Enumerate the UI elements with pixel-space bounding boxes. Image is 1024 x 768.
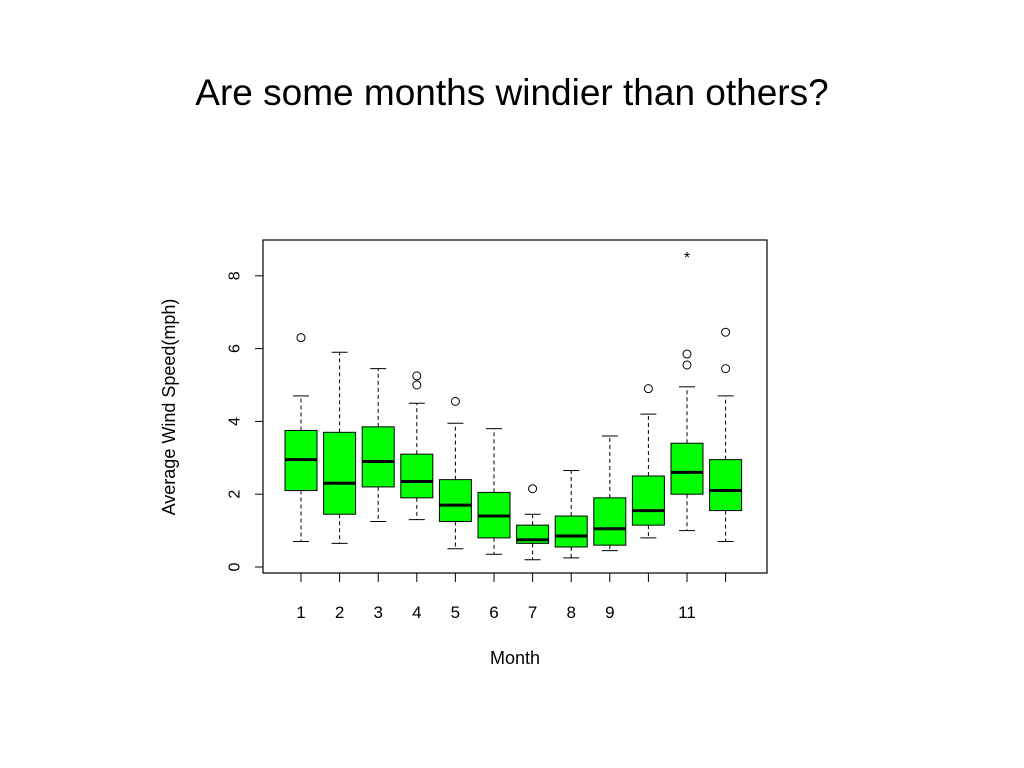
y-tick-label: 8	[227, 271, 244, 280]
box-month-12	[709, 327, 743, 543]
y-axis-label: Average Wind Speed(mph)	[159, 299, 179, 516]
x-tick-label: 8	[566, 603, 575, 622]
extreme-outlier-point: *	[684, 250, 690, 267]
box-month-4	[400, 371, 434, 521]
x-axis: 1 2 3 4 5 6 7 8 9 11	[296, 572, 727, 622]
iqr-box	[554, 515, 588, 548]
box-series: *	[284, 250, 743, 561]
y-tick-label: 4	[227, 417, 244, 426]
outlier-point	[412, 380, 422, 390]
outlier-point	[450, 396, 460, 406]
box-month-2	[323, 351, 357, 544]
box-month-6	[477, 428, 511, 555]
y-tick-label: 2	[227, 490, 244, 499]
x-tick-label: 6	[489, 603, 498, 622]
box-month-3	[361, 368, 395, 522]
outlier-point	[528, 484, 538, 494]
iqr-box	[631, 475, 665, 526]
y-tick-label: 0	[227, 562, 244, 571]
y-axis: 0 2 4 6 8	[227, 271, 264, 571]
x-tick-label: 7	[528, 603, 537, 622]
outlier-point	[721, 327, 731, 337]
box-month-8	[554, 470, 588, 559]
box-month-11: *	[670, 250, 704, 532]
box-month-10	[631, 384, 665, 539]
iqr-box	[670, 442, 704, 495]
outlier-point	[682, 360, 692, 370]
x-tick-label: 9	[605, 603, 614, 622]
iqr-box	[361, 426, 395, 488]
iqr-box	[400, 453, 434, 499]
x-tick-label: 2	[335, 603, 344, 622]
box-month-5	[438, 396, 472, 550]
outlier-point	[682, 349, 692, 359]
x-tick-label: 5	[451, 603, 460, 622]
slide-title: Are some months windier than others?	[195, 72, 829, 113]
y-tick-label: 6	[227, 344, 244, 353]
box-month-1	[284, 333, 318, 543]
iqr-box	[323, 431, 357, 515]
x-axis-label: Month	[490, 648, 540, 668]
outlier-point	[643, 384, 653, 394]
iqr-box	[593, 497, 627, 546]
x-tick-label: 1	[296, 603, 305, 622]
x-tick-label: 11	[678, 603, 696, 622]
iqr-box	[438, 479, 472, 523]
outlier-point	[412, 371, 422, 381]
iqr-box	[709, 459, 743, 512]
box-month-7	[516, 484, 550, 561]
outlier-point	[296, 333, 306, 343]
plot-frame	[262, 239, 768, 574]
x-tick-label: 3	[373, 603, 382, 622]
box-month-9	[593, 435, 627, 552]
outlier-point	[721, 364, 731, 374]
x-tick-label: 4	[412, 603, 421, 622]
